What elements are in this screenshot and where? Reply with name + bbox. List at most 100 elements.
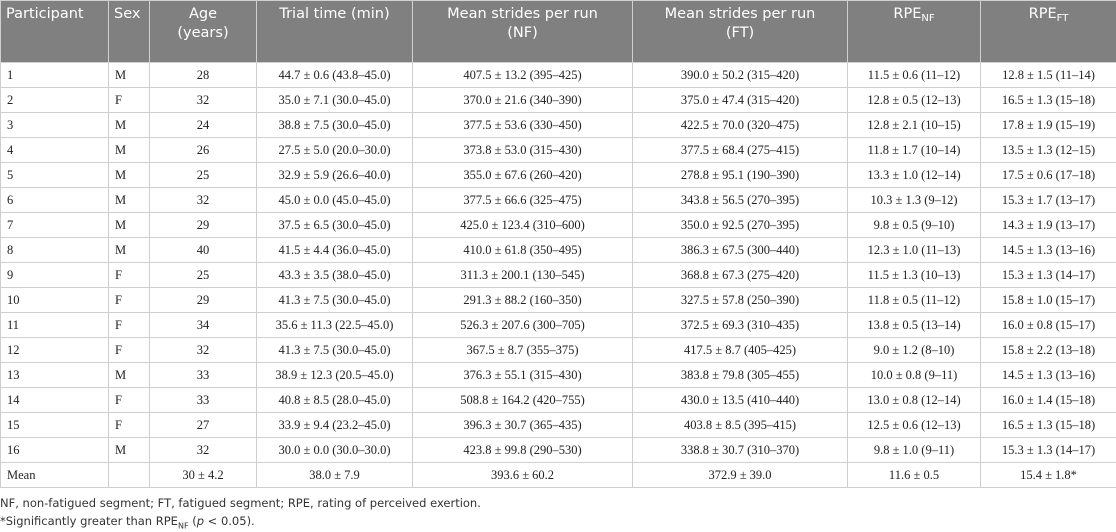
table-cell: 35.6 ± 11.3 (22.5–45.0) <box>256 312 413 338</box>
table-row: 16 M 32 30.0 ± 0.0 (30.0–30.0) 423.8 ± 99.8 … <box>0 437 1116 463</box>
table-cell: 430.0 ± 13.5 (410–440) <box>632 387 848 413</box>
table-cell: 9.8 ± 0.5 (9–10) <box>847 212 981 238</box>
table-cell: 1 <box>0 62 109 88</box>
table-cell: 17.5 ± 0.6 (17–18) <box>980 162 1116 188</box>
table-cell: 27.5 ± 5.0 (20.0–30.0) <box>256 137 413 163</box>
column-header: RPEFT <box>980 0 1116 63</box>
table-cell: 37.5 ± 6.5 (30.0–45.0) <box>256 212 413 238</box>
table-cell: 44.7 ± 0.6 (43.8–45.0) <box>256 62 413 88</box>
column-header: Trial time (min) <box>256 0 413 63</box>
table-cell: M <box>108 212 150 238</box>
table-cell: 34 <box>149 312 257 338</box>
empty-cell <box>108 462 150 488</box>
table-row: 11 F 34 35.6 ± 11.3 (22.5–45.0) 526.3 ± 207.… <box>0 312 1116 338</box>
table-cell: M <box>108 437 150 463</box>
text: *Significantly greater than RPE <box>0 514 178 528</box>
table-cell: M <box>108 237 150 263</box>
table-cell: 5 <box>0 162 109 188</box>
table-cell: Mean <box>0 462 109 488</box>
header-text: Trial time (min) <box>279 6 390 22</box>
table-cell: 45.0 ± 0.0 (45.0–45.0) <box>256 187 413 213</box>
table-cell: 3 <box>0 112 109 138</box>
table-cell: 16.0 ± 1.4 (15–18) <box>980 387 1116 413</box>
table-row: 9 F 25 43.3 ± 3.5 (38.0–45.0) 311.3 ± 200.1 … <box>0 262 1116 288</box>
table-row: 10 F 29 41.3 ± 7.5 (30.0–45.0) 291.3 ± 88.2 … <box>0 287 1116 313</box>
table-row: 13 M 33 38.9 ± 12.3 (20.5–45.0) 376.3 ± 55.1… <box>0 362 1116 388</box>
table-cell: 13.3 ± 1.0 (12–14) <box>847 162 981 188</box>
table-cell: 370.0 ± 21.6 (340–390) <box>412 87 633 113</box>
table-cell: 422.5 ± 70.0 (320–475) <box>632 112 848 138</box>
table-cell: 43.3 ± 3.5 (38.0–45.0) <box>256 262 413 288</box>
table-cell: 15.8 ± 2.2 (13–18) <box>980 337 1116 363</box>
table-cell: 9.8 ± 1.0 (9–11) <box>847 437 981 463</box>
table-cell: 15.3 ± 1.3 (14–17) <box>980 437 1116 463</box>
table-cell: 12 <box>0 337 109 363</box>
table-cell: M <box>108 62 150 88</box>
table-cell: 25 <box>149 162 257 188</box>
table-row: 14 F 33 40.8 ± 8.5 (28.0–45.0) 508.8 ± 164.2… <box>0 387 1116 413</box>
table-cell: 10 <box>0 287 109 313</box>
table-cell: 11.8 ± 0.5 (11–12) <box>847 287 981 313</box>
mean-row: Mean 30 ± 4.2 38.0 ± 7.9 393.6 ± 60.2 372.9 … <box>0 462 1116 488</box>
table-cell: F <box>108 87 150 113</box>
table-cell: 40.8 ± 8.5 (28.0–45.0) <box>256 387 413 413</box>
table-cell: 390.0 ± 50.2 (315–420) <box>632 62 848 88</box>
table-cell: 6 <box>0 187 109 213</box>
table-cell: 11.5 ± 1.3 (10–13) <box>847 262 981 288</box>
table-cell: M <box>108 112 150 138</box>
column-header: Sex <box>108 0 150 63</box>
table-cell: 526.3 ± 207.6 (300–705) <box>412 312 633 338</box>
header-subscript: NF <box>921 13 935 24</box>
table-cell: 13 <box>0 362 109 388</box>
table-cell: 24 <box>149 112 257 138</box>
table-row: 6 M 32 45.0 ± 0.0 (45.0–45.0) 377.5 ± 66.6 (… <box>0 187 1116 213</box>
table-cell: 10.3 ± 1.3 (9–12) <box>847 187 981 213</box>
table-cell: 407.5 ± 13.2 (395–425) <box>412 62 633 88</box>
table-cell: 14.5 ± 1.3 (13–16) <box>980 362 1116 388</box>
table-cell: 11.8 ± 1.7 (10–14) <box>847 137 981 163</box>
table-cell: 372.5 ± 69.3 (310–435) <box>632 312 848 338</box>
table-cell: 425.0 ± 123.4 (310–600) <box>412 212 633 238</box>
header-text: RPE <box>1028 6 1057 22</box>
table-cell: 350.0 ± 92.5 (270–395) <box>632 212 848 238</box>
table-cell: 16 <box>0 437 109 463</box>
column-header: Participant <box>0 0 109 63</box>
table-cell: M <box>108 187 150 213</box>
table-cell: 12.5 ± 0.6 (12–13) <box>847 412 981 438</box>
table-cell: 40 <box>149 237 257 263</box>
table-cell: 393.6 ± 60.2 <box>412 462 633 488</box>
column-header: Mean strides per run (FT) <box>632 0 848 63</box>
table-cell: 16.5 ± 1.3 (15–18) <box>980 412 1116 438</box>
table-cell: 11.6 ± 0.5 <box>847 462 981 488</box>
table-cell: 32 <box>149 87 257 113</box>
table-cell: F <box>108 262 150 288</box>
header-text: Mean strides per run (NF) <box>447 6 598 41</box>
table-cell: 9 <box>0 262 109 288</box>
table-cell: 410.0 ± 61.8 (350–495) <box>412 237 633 263</box>
table-cell: 38.9 ± 12.3 (20.5–45.0) <box>256 362 413 388</box>
table-cell: 15.3 ± 1.7 (13–17) <box>980 187 1116 213</box>
table-cell: 17.8 ± 1.9 (15–19) <box>980 112 1116 138</box>
table-cell: 38.0 ± 7.9 <box>256 462 413 488</box>
table-cell: 311.3 ± 200.1 (130–545) <box>412 262 633 288</box>
table-cell: 12.3 ± 1.0 (11–13) <box>847 237 981 263</box>
footnote: *Significantly greater than RPENF (p < 0… <box>0 514 255 530</box>
table-cell: 417.5 ± 8.7 (405–425) <box>632 337 848 363</box>
table-cell: 355.0 ± 67.6 (260–420) <box>412 162 633 188</box>
table-cell: 291.3 ± 88.2 (160–350) <box>412 287 633 313</box>
table-cell: 30.0 ± 0.0 (30.0–30.0) <box>256 437 413 463</box>
table-cell: 15.8 ± 1.0 (15–17) <box>980 287 1116 313</box>
table-cell: 16.0 ± 0.8 (15–17) <box>980 312 1116 338</box>
table-cell: 383.8 ± 79.8 (305–455) <box>632 362 848 388</box>
table-cell: 30 ± 4.2 <box>149 462 257 488</box>
table-cell: 41.3 ± 7.5 (30.0–45.0) <box>256 337 413 363</box>
table-cell: 35.0 ± 7.1 (30.0–45.0) <box>256 87 413 113</box>
table-row: 3 M 24 38.8 ± 7.5 (30.0–45.0) 377.5 ± 53.6 (… <box>0 112 1116 138</box>
table-cell: 26 <box>149 137 257 163</box>
table-cell: 15 <box>0 412 109 438</box>
table-cell: 327.5 ± 57.8 (250–390) <box>632 287 848 313</box>
table-cell: 13.5 ± 1.3 (12–15) <box>980 137 1116 163</box>
table-cell: 14 <box>0 387 109 413</box>
table-cell: 14.3 ± 1.9 (13–17) <box>980 212 1116 238</box>
